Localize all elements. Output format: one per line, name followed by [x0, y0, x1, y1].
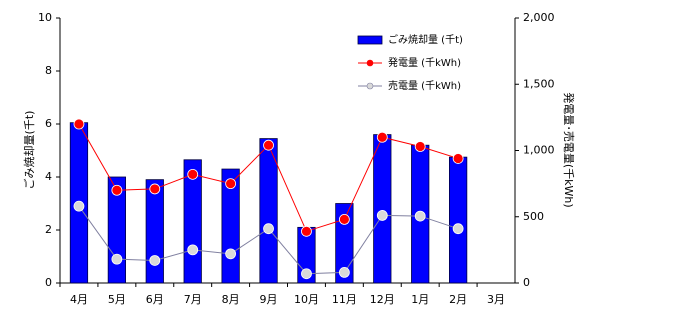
- marker: [73, 200, 85, 212]
- marker: [263, 223, 274, 235]
- legend-label: 売電量 (千kWh): [388, 79, 461, 92]
- y2-axis-label: 発電量･売電量(千kWh): [562, 92, 576, 207]
- legend-label: 発電量 (千kWh): [388, 56, 461, 69]
- marker: [111, 184, 123, 196]
- marker: [452, 153, 464, 164]
- x-tick-label: 8月: [222, 293, 240, 306]
- legend-marker: [366, 82, 374, 90]
- marker: [414, 210, 426, 222]
- bar: [373, 134, 392, 284]
- marker: [338, 213, 350, 225]
- marker: [376, 210, 388, 221]
- legend-swatch: [357, 35, 383, 45]
- marker: [225, 178, 237, 190]
- y-axis-label: ごみ焼却量(千t): [22, 111, 36, 190]
- y-tick-label: 10: [38, 11, 52, 24]
- bar: [259, 138, 278, 284]
- x-tick-label: 9月: [260, 293, 278, 306]
- marker: [263, 139, 274, 151]
- x-tick-label: 10月: [294, 293, 319, 306]
- marker: [452, 223, 464, 235]
- y2-tick-label: 1,000: [523, 144, 555, 157]
- bar: [449, 156, 468, 284]
- marker: [149, 183, 161, 195]
- y-tick-label: 6: [45, 117, 52, 130]
- y2-tick-label: 1,500: [523, 77, 555, 90]
- marker: [111, 253, 123, 265]
- y2-tick-label: 0: [523, 276, 530, 289]
- x-tick-label: 2月: [449, 293, 467, 306]
- x-tick-label: 4月: [70, 293, 88, 306]
- x-tick-label: 12月: [370, 293, 395, 306]
- bar: [145, 179, 164, 284]
- x-tick-label: 3月: [487, 293, 505, 306]
- x-tick-label: 6月: [146, 293, 164, 306]
- marker: [301, 225, 312, 237]
- y-tick-label: 2: [45, 223, 52, 236]
- y-tick-label: 8: [45, 64, 52, 77]
- bar: [335, 203, 354, 284]
- x-tick-label: 7月: [184, 293, 202, 306]
- marker: [301, 268, 312, 280]
- legend-label: ごみ焼却量 (千t): [388, 33, 463, 46]
- marker: [225, 248, 237, 260]
- marker: [414, 141, 426, 152]
- marker: [376, 131, 388, 143]
- x-tick-label: 1月: [411, 293, 429, 306]
- y2-tick-label: 500: [523, 210, 544, 223]
- legend-marker: [366, 59, 374, 67]
- x-tick-label: 11月: [332, 293, 357, 306]
- x-tick-label: 5月: [108, 293, 126, 306]
- marker: [149, 255, 161, 266]
- marker: [187, 168, 199, 180]
- y2-tick-label: 2,000: [523, 11, 555, 24]
- marker: [338, 266, 350, 278]
- marker: [187, 244, 199, 256]
- y-tick-label: 0: [45, 276, 52, 289]
- marker: [73, 118, 85, 130]
- y-tick-label: 4: [45, 170, 52, 183]
